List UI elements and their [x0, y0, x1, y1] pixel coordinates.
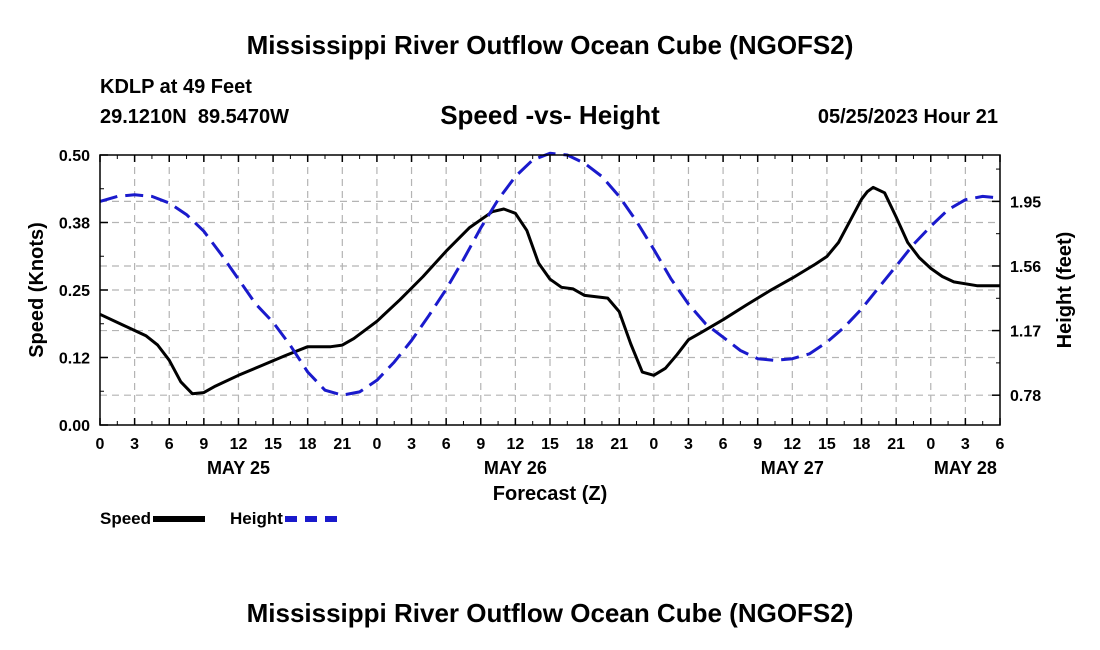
legend-speed-label: Speed	[100, 509, 152, 528]
x-tick-label: 6	[442, 436, 451, 453]
y2-tick-label: 1.95	[1010, 194, 1041, 211]
x-tick-label: 6	[165, 436, 174, 453]
y2-tick-label: 1.56	[1010, 259, 1041, 276]
y-tick-label: 0.25	[59, 283, 90, 300]
axes: 0 3 6 9 12 15 18 21 0 3 6 9 12 15 18 21 0 3 6 9 12 15 18 21 0 3 6 M…	[59, 148, 1041, 478]
x-tick-label: 6	[719, 436, 728, 453]
x-tick-label: 0	[926, 436, 935, 453]
x-tick-label: 0	[649, 436, 658, 453]
speed-series-line	[99, 185, 1000, 396]
legend-height-label: Height	[230, 509, 283, 528]
y2-axis-label: Height (feet)	[1054, 232, 1076, 349]
x-tick-label: 21	[887, 436, 905, 453]
station-label: KDLP at 49 Feet	[100, 76, 252, 98]
x-tick-label: 0	[372, 436, 381, 453]
day-label: MAY 27	[761, 458, 824, 478]
legend-height-swatch	[284, 516, 337, 522]
y-tick-label: 0.38	[59, 216, 90, 233]
x-tick-label: 12	[230, 436, 248, 453]
x-tick-label: 6	[996, 436, 1005, 453]
coordinates-label: 29.1210N 89.5470W	[100, 106, 290, 128]
x-tick-label: 18	[299, 436, 317, 453]
footer-title: Mississippi River Outflow Ocean Cube (NG…	[246, 598, 854, 628]
x-tick-label: 15	[264, 436, 282, 453]
x-tick-label: 18	[853, 436, 871, 453]
x-tick-label: 3	[961, 436, 970, 453]
legend-height: Height	[230, 509, 337, 529]
x-tick-label: 3	[684, 436, 693, 453]
series-layer	[99, 151, 1001, 397]
day-label: MAY 26	[484, 458, 547, 478]
y2-tick-label: 0.78	[1010, 388, 1041, 405]
x-tick-label: 9	[753, 436, 762, 453]
x-axis-label: Forecast (Z)	[493, 483, 607, 505]
x-tick-label: 21	[333, 436, 351, 453]
x-tick-label: 21	[610, 436, 628, 453]
x-tick-label: 9	[199, 436, 208, 453]
forecast-datetime: 05/25/2023 Hour 21	[817, 106, 998, 128]
chart-title: Mississippi River Outflow Ocean Cube (NG…	[246, 30, 854, 60]
day-label: MAY 28	[934, 458, 997, 478]
y-tick-label: 0.00	[59, 418, 90, 435]
x-tick-label: 3	[407, 436, 416, 453]
y-axis-label: Speed (Knots)	[26, 222, 48, 358]
x-tick-label: 9	[476, 436, 485, 453]
y-tick-label: 0.50	[59, 148, 90, 165]
day-label: MAY 25	[207, 458, 270, 478]
grid	[100, 155, 1000, 425]
y-tick-label: 0.12	[59, 351, 90, 368]
chart-subtitle: Speed -vs- Height	[440, 100, 660, 130]
x-tick-label: 12	[783, 436, 801, 453]
x-tick-label: 15	[541, 436, 559, 453]
x-tick-label: 15	[818, 436, 836, 453]
x-tick-label: 0	[96, 436, 105, 453]
x-tick-label: 12	[506, 436, 524, 453]
height-series-line	[99, 151, 1001, 397]
legend-speed: Speed	[100, 509, 206, 529]
y2-tick-label: 1.17	[1010, 324, 1041, 341]
legend-speed-swatch	[153, 516, 206, 522]
x-tick-label: 3	[130, 436, 139, 453]
x-tick-label: 18	[576, 436, 594, 453]
